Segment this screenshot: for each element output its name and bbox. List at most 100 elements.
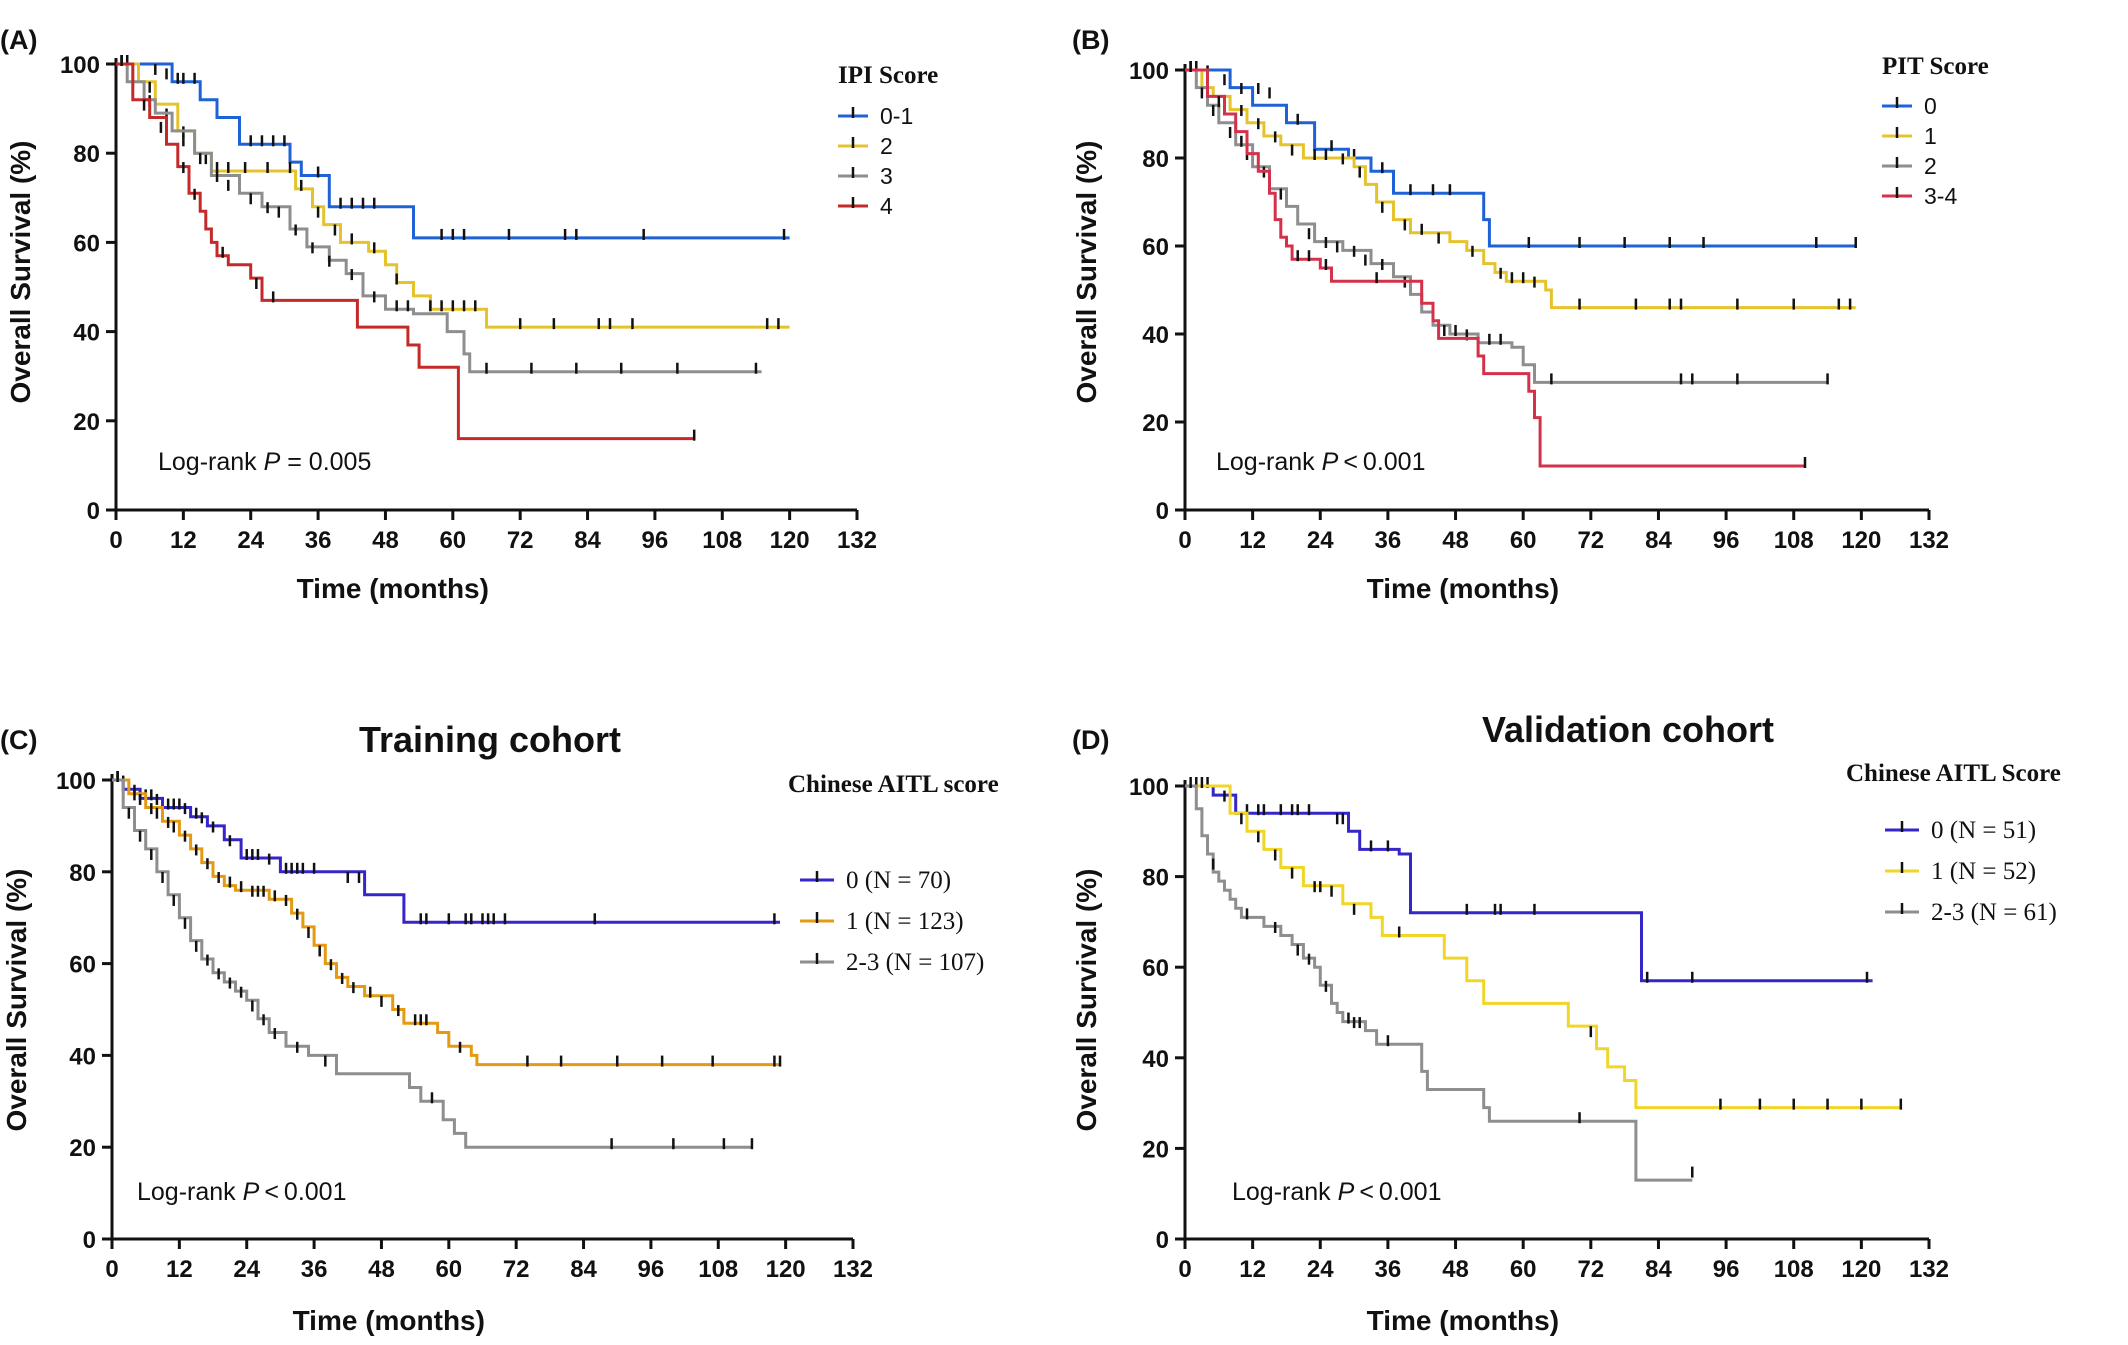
km-curve-1 — [1185, 68, 1856, 248]
y-tick-label: 80 — [1142, 146, 1169, 173]
y-tick-label: 80 — [73, 141, 100, 168]
legend-label: 3-4 — [1924, 183, 1957, 209]
x-tick-label: 84 — [1645, 1256, 1672, 1283]
km-curve-1 — [112, 778, 780, 924]
x-tick-label: 0 — [1178, 527, 1191, 554]
x-tick-label: 48 — [368, 1256, 395, 1283]
x-tick-label: 48 — [372, 527, 399, 554]
x-tick-label: 84 — [574, 527, 601, 554]
legend: IPI Score 0-1 2 3 4 — [838, 62, 938, 219]
x-tick-label: 24 — [237, 527, 264, 554]
y-tick-label: 40 — [69, 1043, 96, 1070]
x-tick-label: 84 — [570, 1256, 597, 1283]
x-tick-label: 108 — [698, 1256, 738, 1283]
x-tick-label: 60 — [435, 1256, 462, 1283]
x-tick-label: 12 — [1239, 527, 1266, 554]
y-tick-label: 40 — [73, 320, 100, 347]
km-curve-3 — [1185, 784, 1693, 1182]
y-axis-label: Overall Survival (%) — [1071, 868, 1102, 1131]
x-tick-label: 108 — [1774, 527, 1814, 554]
legend-title: PIT Score — [1882, 53, 1989, 80]
x-axis-label: Time (months) — [1367, 1305, 1559, 1336]
panel-label: (C) — [0, 725, 37, 755]
legend-label: 0 (N = 51) — [1931, 817, 2036, 844]
x-tick-label: 12 — [1239, 1256, 1266, 1283]
x-tick-label: 132 — [1909, 1256, 1949, 1283]
x-tick-label: 72 — [507, 527, 534, 554]
legend-label: 0 (N = 70) — [846, 867, 951, 894]
y-tick-label: 0 — [83, 1227, 96, 1254]
x-tick-label: 12 — [166, 1256, 193, 1283]
legend: Chinese AITL Score 0 (N = 51) 1 (N = 52) 2-… — [1846, 760, 2061, 926]
km-curve-4 — [1185, 68, 1805, 468]
x-tick-label: 72 — [1577, 527, 1604, 554]
x-tick-label: 72 — [503, 1256, 530, 1283]
km-curve-3 — [116, 62, 762, 374]
panel-label: (A) — [0, 25, 37, 55]
y-axis-label: Overall Survival (%) — [1, 868, 32, 1131]
x-tick-label: 60 — [439, 527, 466, 554]
panel-label: (B) — [1072, 25, 1109, 55]
legend-label: 1 (N = 123) — [846, 908, 964, 935]
x-tick-label: 120 — [1841, 1256, 1881, 1283]
km-curve-3 — [1185, 68, 1828, 384]
y-tick-label: 20 — [1142, 1136, 1169, 1163]
logrank-annotation: Log-rank P < 0.001 — [1232, 1178, 1441, 1206]
x-tick-label: 36 — [1375, 527, 1402, 554]
legend-title: Chinese AITL score — [788, 771, 999, 798]
chart-title: Validation cohort — [1482, 709, 1774, 750]
chart-title: Training cohort — [359, 719, 621, 760]
y-tick-label: 40 — [1142, 1046, 1169, 1073]
y-tick-label: 100 — [60, 52, 100, 79]
chart-panel-4: (D) Validation cohort 0 20 40 60 80 100 0 12 24 36 4… — [1071, 709, 2061, 1336]
legend-label: 2-3 (N = 107) — [846, 949, 984, 976]
x-axis-label: Time (months) — [1367, 573, 1559, 604]
legend-label: 0 — [1924, 93, 1937, 119]
y-tick-label: 20 — [69, 1135, 96, 1162]
y-tick-label: 100 — [1129, 774, 1169, 801]
legend: Chinese AITL score 0 (N = 70) 1 (N = 123) 2… — [788, 771, 999, 976]
legend-label: 4 — [880, 193, 893, 219]
x-tick-label: 60 — [1510, 1256, 1537, 1283]
x-tick-label: 24 — [1307, 527, 1334, 554]
y-tick-label: 80 — [1142, 865, 1169, 892]
x-axis-label: Time (months) — [293, 1305, 485, 1336]
y-tick-label: 40 — [1142, 322, 1169, 349]
y-tick-label: 20 — [73, 409, 100, 436]
y-tick-label: 60 — [1142, 955, 1169, 982]
y-axis-label: Overall Survival (%) — [1071, 140, 1102, 403]
logrank-annotation: Log-rank P = 0.005 — [158, 448, 371, 476]
x-tick-label: 36 — [301, 1256, 328, 1283]
y-tick-label: 0 — [1156, 498, 1169, 525]
x-tick-label: 120 — [766, 1256, 806, 1283]
x-tick-label: 132 — [837, 527, 877, 554]
y-tick-label: 80 — [69, 860, 96, 887]
x-tick-label: 132 — [833, 1256, 873, 1283]
legend-label: 3 — [880, 163, 893, 189]
x-tick-label: 60 — [1510, 527, 1537, 554]
y-tick-label: 60 — [73, 230, 100, 257]
x-tick-label: 96 — [1713, 1256, 1740, 1283]
y-tick-label: 0 — [87, 498, 100, 525]
km-curve-1 — [1185, 784, 1873, 983]
legend-label: 2 — [1924, 153, 1937, 179]
y-tick-label: 20 — [1142, 410, 1169, 437]
legend-title: Chinese AITL Score — [1846, 760, 2061, 787]
y-tick-label: 0 — [1156, 1227, 1169, 1254]
legend: PIT Score 0 1 2 3-4 — [1882, 53, 1989, 209]
x-tick-label: 0 — [1178, 1256, 1191, 1283]
legend-label: 2-3 (N = 61) — [1931, 899, 2057, 926]
x-tick-label: 0 — [105, 1256, 118, 1283]
y-tick-label: 60 — [1142, 234, 1169, 261]
x-tick-label: 120 — [770, 527, 810, 554]
y-axis-label: Overall Survival (%) — [5, 140, 36, 403]
x-axis-label: Time (months) — [297, 573, 489, 604]
y-tick-label: 100 — [1129, 58, 1169, 85]
y-tick-label: 60 — [69, 952, 96, 979]
x-tick-label: 96 — [1713, 527, 1740, 554]
km-curve-2 — [1185, 784, 1901, 1110]
panel-label: (D) — [1072, 725, 1109, 755]
